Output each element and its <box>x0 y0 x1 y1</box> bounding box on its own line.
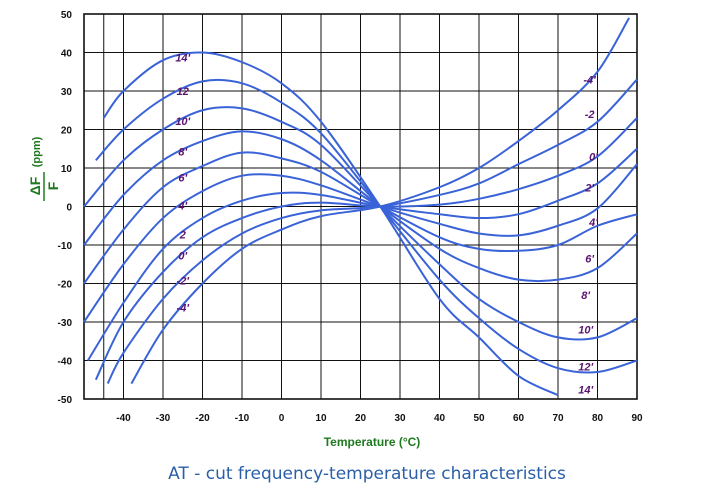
y-axis-label-numerator: ΔF <box>27 176 43 195</box>
x-tick-label: 50 <box>473 413 485 424</box>
y-axis-label-denominator: F <box>45 181 61 190</box>
x-tick-label: -30 <box>156 413 171 424</box>
series-label-right: -2 <box>585 109 595 121</box>
y-axis-label-unit: (ppm) <box>31 136 43 167</box>
x-tick-label: 10 <box>315 413 327 424</box>
y-tick-label: -40 <box>58 357 73 368</box>
series-line <box>83 163 638 323</box>
series-label-right: 4' <box>588 217 598 229</box>
series-label-left: 10' <box>175 116 190 128</box>
curve-labels: 14' 12 10' 8' 6' 4' 2 0' -2' -4' 14' 12' 10' 8' 6' 4' 2'… <box>175 52 598 396</box>
y-tick-label: 30 <box>61 87 73 98</box>
x-tick-label: 20 <box>355 413 367 424</box>
series-line <box>83 106 638 341</box>
series-label-right: 10' <box>578 325 593 337</box>
x-tick-label: 70 <box>552 413 564 424</box>
y-tick-label: 50 <box>61 10 73 21</box>
series-label-right: 8' <box>581 290 590 302</box>
x-axis-label: Temperature (°C) <box>324 435 421 449</box>
series-label-left: 12 <box>177 86 189 98</box>
x-tick-label: 90 <box>631 413 643 424</box>
x-tick-label: -40 <box>116 413 131 424</box>
y-tick-label: 0 <box>66 203 72 214</box>
tick-labels: -40 -30 -20 -10 0 10 20 30 40 50 60 70 80 90504030201… <box>58 10 643 424</box>
y-tick-label: 20 <box>61 126 73 137</box>
series-label-right: 2' <box>584 182 594 194</box>
series-line <box>102 51 559 397</box>
series-line <box>83 151 638 285</box>
y-axis-label: ΔF F (ppm) <box>27 136 61 201</box>
y-tick-label: 40 <box>61 49 73 60</box>
series-label-left: 6' <box>178 173 187 185</box>
series-label-left: -4' <box>177 303 190 315</box>
x-tick-label: 40 <box>434 413 446 424</box>
y-tick-label: -20 <box>58 280 73 291</box>
series-label-left: 2 <box>179 229 186 241</box>
y-tick-label: -50 <box>58 395 73 406</box>
series-label-right: 0' <box>589 151 598 163</box>
grid <box>83 13 638 400</box>
x-tick-label: 80 <box>592 413 604 424</box>
x-tick-label: 0 <box>279 413 285 424</box>
series-label-left: 0' <box>178 251 187 263</box>
series-line <box>106 78 638 385</box>
series-label-right: 6' <box>585 253 594 265</box>
series-label-right: 14' <box>578 384 593 396</box>
series-line <box>130 17 630 385</box>
y-tick-label: -10 <box>58 241 73 252</box>
series-label-left: 14' <box>175 52 190 64</box>
x-tick-label: -10 <box>235 413 250 424</box>
series-label-right: 12' <box>578 361 593 373</box>
y-tick-label: -30 <box>58 318 73 329</box>
series-line <box>94 117 638 381</box>
series-line <box>87 147 638 362</box>
series-line <box>95 78 638 374</box>
y-tick-label: 10 <box>61 164 73 175</box>
series-label-right: -4' <box>583 74 596 86</box>
series-line <box>83 130 638 283</box>
x-tick-label: 60 <box>513 413 525 424</box>
series-label-left: -2' <box>177 276 190 288</box>
curves <box>83 17 638 397</box>
series-label-left: 8' <box>178 147 187 159</box>
series-label-left: 4' <box>177 201 187 213</box>
x-tick-label: -20 <box>195 413 210 424</box>
chart-caption: AT - cut frequency-temperature character… <box>168 464 566 484</box>
x-tick-label: 30 <box>394 413 406 424</box>
